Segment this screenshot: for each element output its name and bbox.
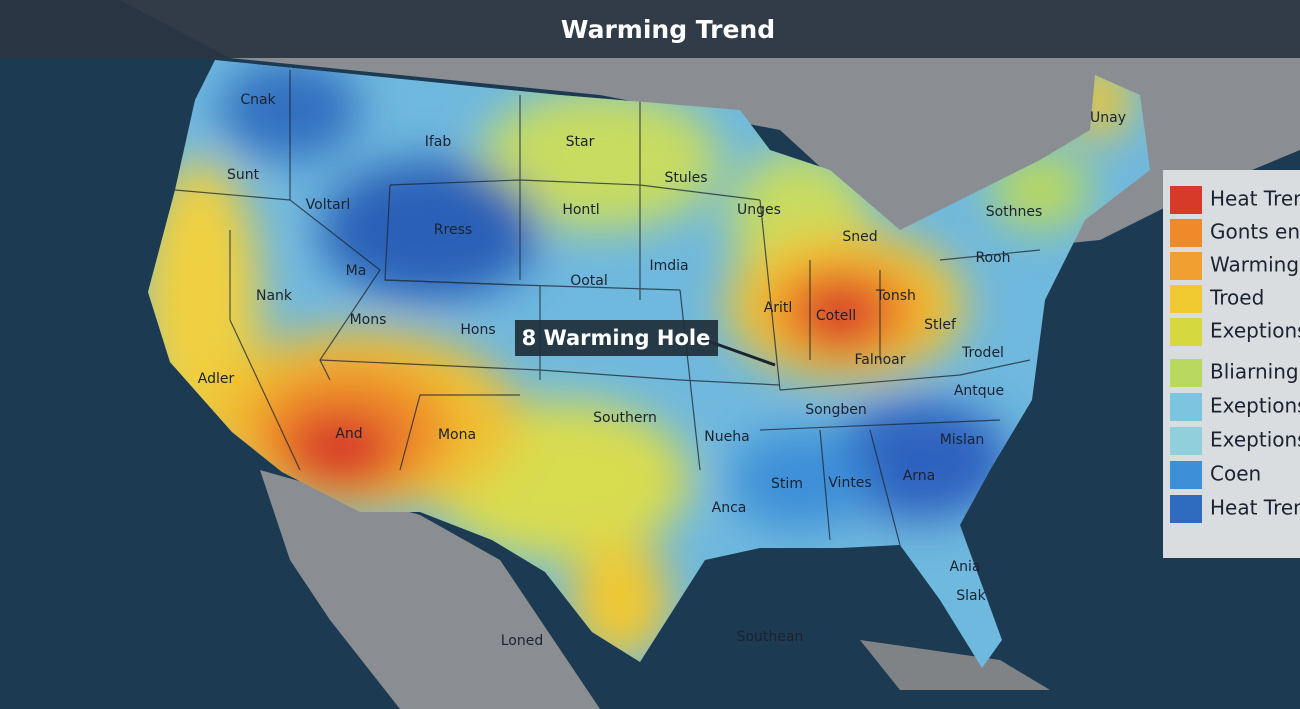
legend-swatch <box>1170 186 1202 214</box>
region-label: Sned <box>842 229 877 245</box>
region-label: Ania <box>950 559 981 575</box>
region-label: Star <box>566 134 595 150</box>
title: Warming Trend <box>561 15 775 44</box>
legend-swatch <box>1170 359 1202 387</box>
region-label: Falnoar <box>854 352 905 368</box>
region-label: Arna <box>903 468 936 484</box>
region-label: Sunt <box>227 167 260 183</box>
legend-label: Gonts enrg <box>1210 220 1300 244</box>
region-label: Songben <box>805 402 867 418</box>
legend-label: Coen <box>1210 462 1261 486</box>
legend-swatch <box>1170 495 1202 523</box>
legend-swatch <box>1170 285 1202 313</box>
region-label: Ma <box>346 263 367 279</box>
region-label: Adler <box>198 371 235 387</box>
region-label: Antque <box>954 383 1004 399</box>
legend-label: Heat Tren <box>1210 496 1300 520</box>
region-label: Sothnes <box>986 204 1043 220</box>
region-label: Mislan <box>940 432 985 448</box>
region-label: Cotell <box>816 308 856 324</box>
region-label: Southern <box>593 410 657 426</box>
region-label: Tonsh <box>875 288 916 304</box>
region-label: Trodel <box>961 345 1004 361</box>
region-label: Nank <box>256 288 293 304</box>
region-label: Slak <box>956 588 986 604</box>
region-label: Aritl <box>764 300 793 316</box>
region-label: Ifab <box>425 134 452 150</box>
region-label: Stules <box>664 170 707 186</box>
legend-label: Warming a <box>1210 253 1300 277</box>
legend-swatch <box>1170 219 1202 247</box>
legend-swatch <box>1170 252 1202 280</box>
state-borders <box>174 70 1041 546</box>
legend-label: Exeptions <box>1210 428 1300 452</box>
region-label: And <box>335 426 362 442</box>
region-label: Mons <box>350 312 387 328</box>
region-label: Stim <box>771 476 803 492</box>
cuba <box>860 640 1050 690</box>
region-label: Rress <box>434 222 472 238</box>
mexico <box>260 470 600 709</box>
legend-label: Heat Tren <box>1210 187 1300 211</box>
region-label: Ootal <box>570 273 608 289</box>
region-label: Cnak <box>240 92 276 108</box>
region-label: Anca <box>712 500 747 516</box>
region-label: Nueha <box>704 429 749 445</box>
callout-text: 8 Warming Hole <box>522 326 711 350</box>
region-label: Hons <box>460 322 495 338</box>
region-label: Unay <box>1090 110 1126 126</box>
legend-swatch <box>1170 393 1202 421</box>
legend-swatch <box>1170 461 1202 489</box>
callout: 8 Warming Hole <box>515 320 776 367</box>
callout-box <box>515 320 718 356</box>
region-label: Mona <box>438 427 476 443</box>
region-label: Vintes <box>828 475 871 491</box>
legend-label: Exeptions <box>1210 319 1300 343</box>
region-label: Stlef <box>924 317 957 333</box>
region-label: Loned <box>501 633 544 649</box>
region-label: Voltarl <box>306 197 351 213</box>
legend-swatch <box>1170 318 1202 346</box>
legend-label: Bliarning a <box>1210 360 1300 384</box>
legend-label: Troed <box>1209 286 1264 310</box>
legend-swatch <box>1170 427 1202 455</box>
legend-label: Exeptions <box>1210 394 1300 418</box>
region-label: Rooh <box>975 250 1010 266</box>
region-label: Southean <box>737 629 804 645</box>
title-bar <box>0 0 1300 58</box>
region-label: Unges <box>737 202 781 218</box>
region-label: Hontl <box>562 202 599 218</box>
region-label: Imdia <box>649 258 688 274</box>
